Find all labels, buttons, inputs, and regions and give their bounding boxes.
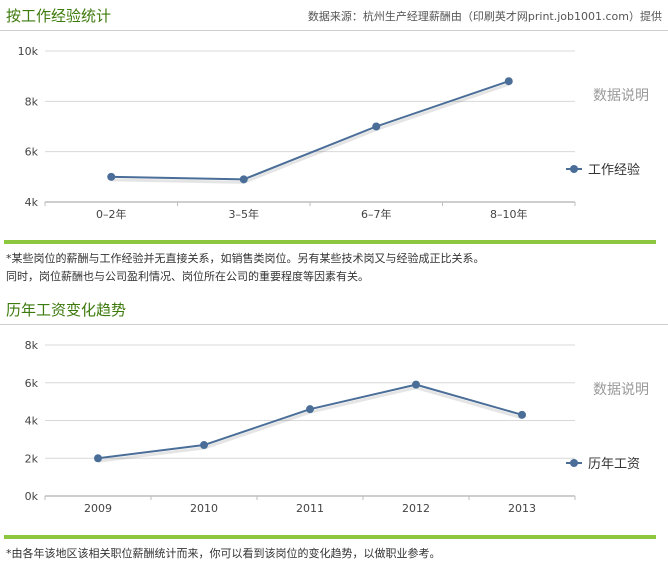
data-point bbox=[239, 175, 248, 184]
section1-title: 按工作经验统计 bbox=[6, 7, 112, 25]
data-explanation-label: 数据说明 bbox=[593, 382, 649, 398]
legend-label: 工作经验 bbox=[588, 162, 640, 178]
legend-marker bbox=[570, 459, 578, 467]
x-tick-label: 0–2年 bbox=[96, 207, 127, 221]
data-source: 数据来源：杭州生产经理薪酬由（印刷英才网print.job1001.com）提供 bbox=[307, 10, 662, 23]
x-tick-label: 2009 bbox=[84, 502, 112, 515]
x-tick-label: 8–10年 bbox=[490, 207, 528, 221]
data-point bbox=[518, 410, 526, 419]
header-rule bbox=[0, 30, 668, 31]
y-tick-label: 4k bbox=[25, 196, 39, 209]
series-line bbox=[111, 80, 510, 181]
legend-label: 历年工资 bbox=[588, 457, 640, 472]
x-tick-label: 3–5年 bbox=[229, 207, 260, 221]
series-line-shadow bbox=[111, 82, 510, 184]
data-explanation-label: 数据说明 bbox=[593, 88, 649, 104]
data-point bbox=[306, 405, 314, 414]
section2-header-rule bbox=[0, 324, 668, 325]
data-point bbox=[94, 454, 102, 463]
y-tick-label: 8k bbox=[25, 339, 39, 352]
section1-note-line2: 同时，岗位薪酬也与公司盈利情况、岗位所在公司的重要程度等因素有关。 bbox=[6, 270, 369, 283]
y-tick-label: 6k bbox=[25, 146, 39, 159]
y-tick-label: 10k bbox=[18, 45, 39, 58]
section1-divider bbox=[4, 240, 656, 244]
x-tick-label: 6–7年 bbox=[361, 207, 392, 221]
data-point bbox=[107, 172, 116, 181]
section2-divider bbox=[4, 535, 656, 539]
y-tick-label: 2k bbox=[25, 452, 39, 465]
y-tick-label: 4k bbox=[25, 415, 39, 428]
data-point bbox=[504, 77, 513, 86]
data-point bbox=[372, 122, 381, 131]
x-tick-label: 2013 bbox=[508, 502, 536, 515]
section2-note-line1: *由各年该地区该相关职位薪酬统计而来，你可以看到该岗位的变化趋势，以做职业参考。 bbox=[6, 547, 441, 560]
section2-title: 历年工资变化趋势 bbox=[6, 301, 127, 319]
section1-note-line1: *某些岗位的薪酬与工作经验并无直接关系，如销售类岗位。另有某些技术岗又与经验成正… bbox=[6, 252, 485, 265]
data-point bbox=[412, 380, 420, 389]
x-tick-label: 2010 bbox=[190, 502, 218, 515]
legend-marker bbox=[570, 165, 578, 173]
x-tick-label: 2012 bbox=[402, 502, 430, 515]
y-tick-label: 6k bbox=[25, 377, 39, 390]
x-tick-label: 2011 bbox=[296, 502, 324, 515]
y-tick-label: 8k bbox=[25, 95, 39, 108]
y-tick-label: 0k bbox=[25, 490, 39, 503]
data-point bbox=[200, 441, 208, 450]
series-line bbox=[97, 383, 523, 460]
